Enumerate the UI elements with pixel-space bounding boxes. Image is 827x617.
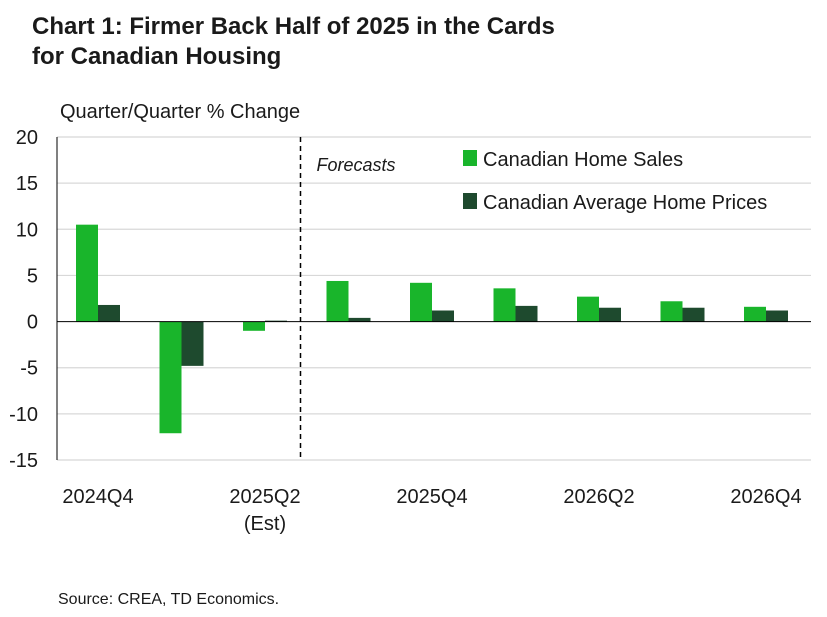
bar-home-prices bbox=[348, 317, 371, 322]
chart-title-line-2: for Canadian Housing bbox=[32, 43, 282, 70]
bars bbox=[76, 224, 788, 434]
forecast-label: Forecasts bbox=[317, 155, 396, 175]
bar-home-sales bbox=[326, 280, 349, 322]
bar-home-prices bbox=[515, 305, 538, 322]
y-tick-label: -15 bbox=[9, 450, 38, 472]
x-tick-label: (Est) bbox=[244, 513, 286, 535]
axes bbox=[56, 137, 811, 460]
bar-home-sales bbox=[243, 321, 265, 331]
legend-swatch-home-sales bbox=[463, 150, 477, 166]
y-tick-label: 0 bbox=[27, 312, 38, 334]
bar-home-prices bbox=[599, 307, 621, 322]
legend-swatch-home-prices bbox=[463, 193, 477, 209]
y-tick-label: 15 bbox=[16, 173, 38, 195]
chart-title-line-1: Chart 1: Firmer Back Half of 2025 in the… bbox=[32, 13, 555, 40]
y-tick-label: 10 bbox=[16, 219, 38, 241]
bar-home-sales bbox=[660, 301, 683, 322]
y-axis-ticks: 20 15 10 5 0 -5 -10 -15 bbox=[9, 127, 38, 472]
y-axis-label: Quarter/Quarter % Change bbox=[60, 101, 301, 123]
source-note: Source: CREA, TD Economics. bbox=[58, 591, 280, 608]
bar-home-prices bbox=[181, 321, 204, 366]
y-tick-label: 20 bbox=[16, 127, 38, 149]
bar-home-sales bbox=[493, 288, 516, 322]
forecast-annotation: Forecasts bbox=[299, 137, 396, 458]
chart-title: Chart 1: Firmer Back Half of 2025 in the… bbox=[32, 12, 792, 72]
bar-home-prices bbox=[682, 307, 705, 322]
x-tick-label: 2026Q2 bbox=[563, 486, 634, 508]
x-tick-label: 2025Q2 bbox=[229, 486, 300, 508]
legend-label-home-prices: Canadian Average Home Prices bbox=[483, 192, 767, 214]
bar-home-prices bbox=[98, 304, 120, 322]
x-tick-label: 2025Q4 bbox=[396, 486, 467, 508]
legend: Canadian Home Sales Canadian Average Home… bbox=[463, 149, 767, 214]
bar-home-sales bbox=[744, 306, 766, 322]
bar-home-sales bbox=[76, 224, 98, 322]
x-tick-label: 2024Q4 bbox=[62, 486, 133, 508]
bar-home-sales bbox=[159, 321, 182, 434]
y-tick-label: 5 bbox=[27, 265, 38, 287]
gridlines bbox=[57, 136, 811, 461]
bar-home-prices bbox=[766, 310, 788, 322]
bar-home-prices bbox=[432, 310, 454, 322]
legend-label-home-sales: Canadian Home Sales bbox=[483, 149, 683, 171]
bar-home-sales bbox=[410, 282, 432, 322]
y-tick-label: -5 bbox=[20, 358, 38, 380]
x-axis-ticks: 2024Q4 2025Q2 (Est) 2025Q4 2026Q2 2026Q4 bbox=[62, 486, 801, 535]
bar-home-sales bbox=[577, 296, 599, 322]
x-tick-label: 2026Q4 bbox=[730, 486, 801, 508]
y-tick-label: -10 bbox=[9, 404, 38, 426]
